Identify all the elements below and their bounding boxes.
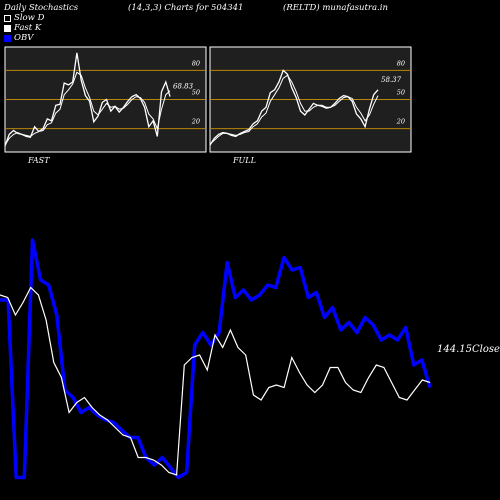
fast-series-slow-d [4,71,171,146]
legend-swatch-obv [4,34,11,42]
legend-slow-d: Slow D [4,13,44,23]
legend-label-slow-d: Slow D [14,13,45,23]
chart-title: Daily Stochastics [4,3,79,13]
fast-panel-title: FAST [27,156,50,165]
full-tick-label-50: 50 [397,89,405,97]
symbol-site: (RELTD) munafasutra.in [283,3,388,13]
obv-line [0,238,432,480]
close-last-value-label: 144.15Close [437,344,500,355]
fast-tick-label-20: 20 [191,118,200,126]
legend-label-fast-k: Fast K [14,23,42,33]
full-panel-title: FULL [232,156,256,165]
full-last-value-label: 58.37 [381,76,402,84]
full-series-slow-d [209,74,379,145]
full-tick-label-20: 20 [396,118,405,126]
close-last-value-number: 144.15 [437,344,472,355]
legend-swatch-fast-k [4,24,11,32]
close-line [0,286,431,476]
legend-label-obv: OBV [14,33,34,43]
close-series-label: Close [472,344,500,355]
fast-tick-label-50: 50 [192,89,200,97]
fast-series-fast-k [4,52,171,147]
legend-obv: OBV [4,33,33,43]
full-tick-label-80: 80 [397,59,405,67]
fast-tick-label-80: 80 [192,59,200,67]
chart-params: (14,3,3) Charts for 504341 [128,3,244,13]
legend-fast-k: Fast K [4,23,41,33]
fast-last-value-label: 68.83 [173,83,194,91]
legend-swatch-slow-d [4,14,11,22]
